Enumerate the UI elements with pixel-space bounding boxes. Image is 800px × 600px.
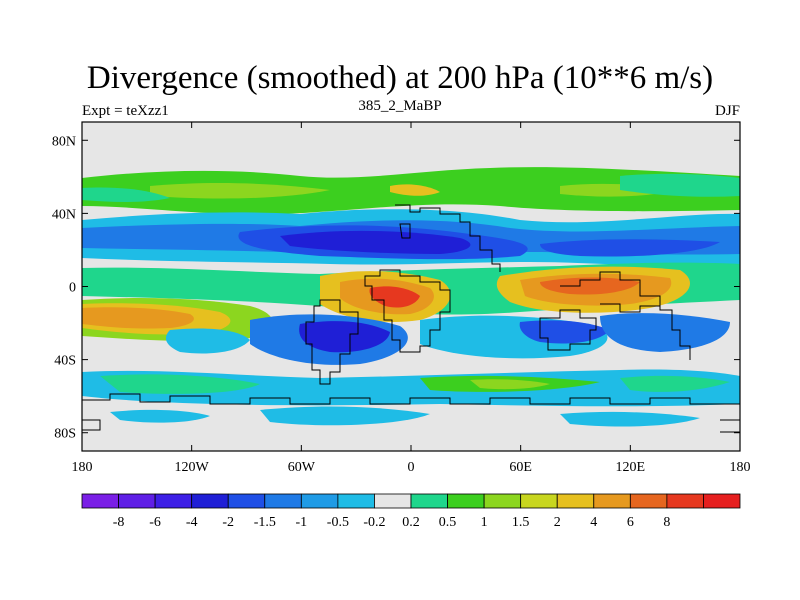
- coastline-africa: [364, 269, 451, 353]
- colorbar-box: [666, 493, 704, 509]
- colorbar-box: [118, 493, 156, 509]
- x-axis: 180 120W 60W 0 60E 120E 180: [72, 122, 751, 475]
- colorbar-label: -4: [186, 515, 198, 530]
- colorbar-box: [154, 493, 193, 509]
- colorbar-box: [410, 493, 448, 509]
- x-tick-label: 0: [408, 460, 415, 475]
- contour-band: [165, 328, 250, 354]
- contour-band: [299, 321, 390, 353]
- x-tick-label: 60E: [509, 460, 532, 475]
- x-tick-label: 120E: [616, 460, 646, 475]
- map-panel: [82, 122, 740, 451]
- colorbar-label: 8: [663, 515, 670, 530]
- coastline-antarctica: [82, 393, 740, 405]
- colorbar-box: [264, 493, 302, 509]
- y-axis: 80N 40N 0 40S 80S: [52, 134, 740, 442]
- contour-band: [280, 230, 471, 254]
- y-tick-label: 0: [69, 281, 76, 296]
- contour-band: [390, 184, 440, 196]
- colorbar-box: [483, 493, 522, 509]
- colorbar-box: [703, 493, 741, 509]
- y-tick-label: 40N: [52, 207, 76, 222]
- colorbar-label: 2: [554, 515, 561, 530]
- x-tick-label: 60W: [288, 460, 316, 475]
- colorbar-box: [556, 493, 595, 509]
- contour-band: [82, 307, 194, 329]
- contour-band: [369, 286, 420, 308]
- contour-band: [620, 173, 740, 197]
- coastline-asia: [560, 271, 691, 360]
- contour-band: [150, 183, 330, 199]
- colorbar-label: 0.2: [402, 515, 420, 530]
- contour-band: [82, 187, 170, 202]
- contour-band: [110, 409, 210, 423]
- contour-band: [540, 239, 720, 257]
- colorbar-label: -0.2: [363, 515, 385, 530]
- divergence-field: [82, 167, 740, 427]
- contour-band: [560, 411, 700, 427]
- colorbar-box: [520, 493, 558, 509]
- contour-band: [260, 406, 430, 426]
- colorbar-label: 6: [627, 515, 634, 530]
- contour-band: [470, 379, 550, 390]
- colorbar-label: -2: [222, 515, 234, 530]
- colorbar-box: [191, 493, 229, 509]
- coastline-iberia: [399, 223, 411, 239]
- coastline-europe: [395, 204, 501, 272]
- colorbar-label: -0.5: [327, 515, 349, 530]
- colorbar-label: -8: [113, 515, 125, 530]
- colorbar-label: 4: [590, 515, 597, 530]
- contour-band: [540, 277, 640, 295]
- run-label: 385_2_MaBP: [358, 98, 442, 114]
- colorbar-box: [81, 493, 119, 509]
- contour-band: [600, 313, 730, 352]
- colorbar-label: -6: [149, 515, 161, 530]
- colorbar-label: 1: [481, 515, 488, 530]
- coastlines: [82, 204, 740, 433]
- season-label: DJF: [714, 103, 740, 119]
- coastline-maritime: [600, 303, 660, 313]
- coastline-antarctic-edge-east: [720, 419, 740, 433]
- y-tick-label: 80N: [52, 134, 76, 149]
- colorbar-box: [300, 493, 339, 509]
- colorbar-box: [337, 493, 375, 509]
- coastline-australia: [539, 309, 597, 351]
- contour-band: [100, 374, 260, 394]
- colorbar-box: [593, 493, 631, 509]
- y-tick-label: 80S: [54, 427, 76, 442]
- colorbar-label: -1: [295, 515, 307, 530]
- colorbar: -8 -6 -4 -2 -1.5 -1 -0.5 -0.2 0.2 0.5 1 1.5 2 4 6 8: [81, 493, 741, 530]
- colorbar-box: [447, 493, 485, 509]
- colorbar-box: [374, 493, 412, 509]
- coastline-antarctic-edge: [82, 419, 101, 431]
- x-tick-label: 180: [730, 460, 751, 475]
- plot-title: Divergence (smoothed) at 200 hPa (10**6 …: [86, 60, 714, 96]
- x-tick-label: 180: [72, 460, 93, 475]
- colorbar-label: 1.5: [512, 515, 530, 530]
- contour-band: [620, 375, 730, 392]
- colorbar-label: 0.5: [439, 515, 457, 530]
- coastline-south-america: [305, 299, 359, 385]
- y-tick-label: 40S: [54, 354, 76, 369]
- colorbar-box: [629, 493, 668, 509]
- colorbar-box: [227, 493, 266, 509]
- contour-band: [82, 369, 740, 407]
- experiment-label: Expt = teXzz1: [82, 103, 169, 119]
- colorbar-label: -1.5: [254, 515, 276, 530]
- x-tick-label: 120W: [175, 460, 210, 475]
